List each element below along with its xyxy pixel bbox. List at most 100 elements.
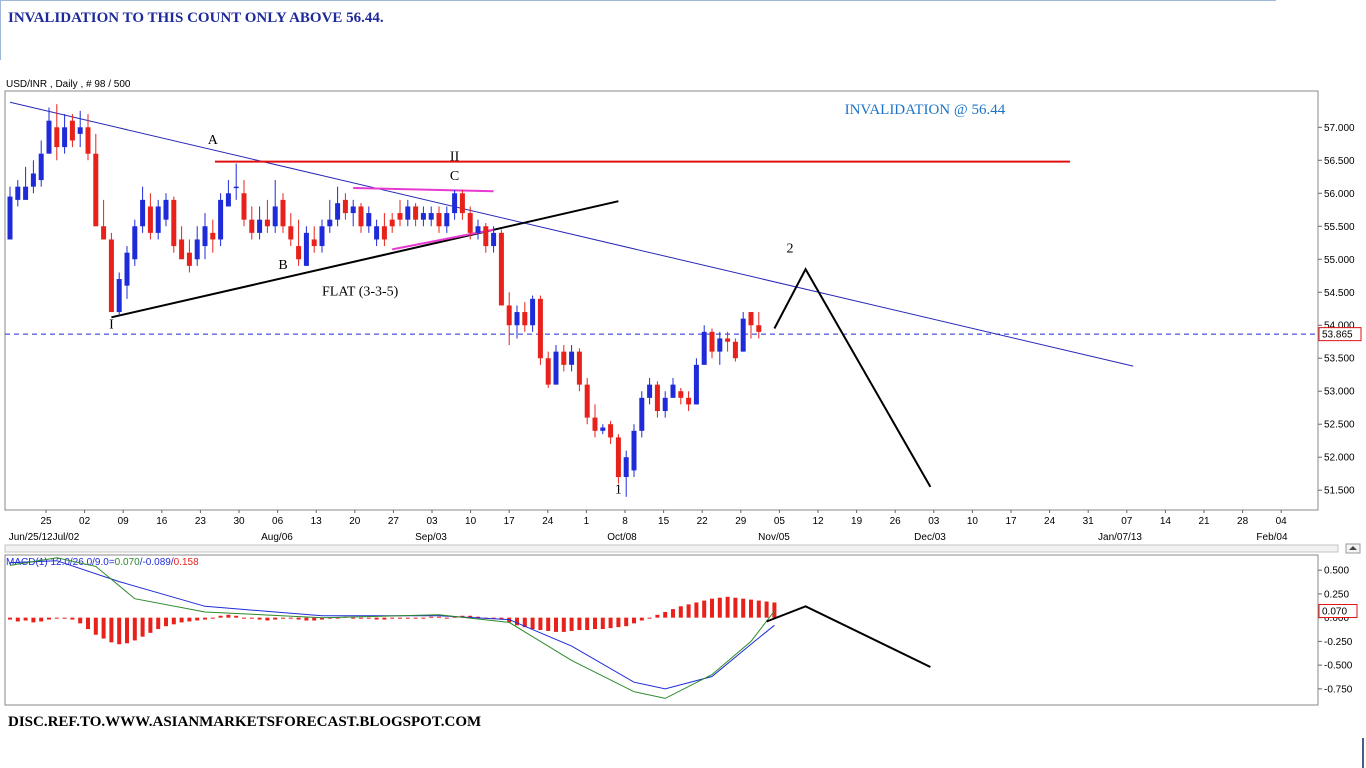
price-bar-body [280,199,286,227]
price-bar [623,450,629,497]
price-bar [569,345,575,372]
price-bar-body [732,341,738,359]
macd-histogram-bar [639,617,644,621]
price-bar-body [350,206,356,214]
price-bar-body [748,312,754,326]
macd-histogram-bar [234,615,239,618]
macd-histogram-bar [179,617,184,623]
wave-label-ii: II [450,149,460,164]
macd-histogram-bar [156,617,161,630]
panel-splitter-bar[interactable] [4,544,1339,553]
flat-pattern-label: FLAT (3-3-5) [322,285,399,300]
price-bar [592,404,598,438]
price-bar-body [116,279,122,313]
panel-splitter[interactable] [4,543,1361,554]
macd-histogram-bar [452,616,457,618]
macd-histogram-bar [671,609,675,618]
time-tick-label: 15 [658,516,670,527]
macd-tick-label: -0.500 [1324,661,1353,672]
price-bar [639,391,645,438]
macd-axis: 0.500 0.250 0.000 -0.250 -0.500 -0.750 [1318,566,1353,695]
price-bar-body [584,384,590,418]
macd-histogram-bar [694,602,699,618]
macd-histogram-bar [164,617,168,627]
left-border-rule [0,0,1,60]
flat-support-line [111,200,619,319]
macd-histogram-bar [366,617,371,619]
wave-label-c: C [450,169,459,184]
price-bar-body [693,364,699,405]
price-bar-body [428,213,434,220]
price-bar [116,272,122,316]
price-bar-body [631,430,637,471]
price-tick-label: 52.500 [1324,420,1355,431]
price-bar-body [62,127,68,148]
descending-trendline [9,101,1134,367]
macd-histogram-bar [444,617,449,619]
price-bar-body [155,206,161,233]
price-bar [709,328,715,359]
price-bar-body [264,219,270,227]
macd-label-name: MACD(1) 12.0/26.0/9.0= [6,557,115,568]
price-bar [296,219,302,266]
price-bar [420,206,426,227]
macd-histogram-bar [725,596,730,618]
price-bar-body [576,351,582,385]
price-bar-body [452,193,458,214]
price-bar [179,226,185,260]
price-bar-body [647,384,653,398]
price-bar-body [296,246,302,260]
macd-histogram-bar [132,617,137,641]
price-bar-body [15,186,21,200]
price-bar-body [179,239,185,260]
price-bar [124,246,130,299]
price-bar-body [506,305,512,326]
price-bar-body [311,239,317,247]
price-bar-body [366,213,372,227]
time-tick-label: 30 [233,516,245,527]
macd-histogram-bar [546,617,551,631]
time-tick-label: 07 [1121,516,1133,527]
macd-histogram-bar [242,617,246,619]
macd-histogram-bar [226,614,231,618]
price-bar-body [475,226,481,233]
macd-histogram-bar [678,606,683,618]
price-tick-label: 51.500 [1324,486,1355,497]
price-bar-body [249,219,255,233]
price-bar [459,189,465,220]
macd-histogram-bar [288,617,293,619]
macd-histogram-bar [210,617,215,619]
time-tick-label: 29 [735,516,747,527]
price-bar-body [30,173,36,187]
price-tick-label: 53.000 [1324,387,1355,398]
price-bar [701,325,707,365]
price-bar-body [600,427,606,431]
macd-histogram-bar [195,617,200,621]
macd-histogram-bar [218,615,223,618]
price-bar-body [405,206,411,220]
macd-histogram-bar [749,599,753,618]
macd-histogram-bar [554,617,558,632]
price-bar [475,219,481,240]
window-edge-rule [1362,738,1364,768]
price-bar [717,331,723,365]
price-bar-body [132,226,138,260]
invalidation-label: INVALIDATION @ 56.44 [845,102,1006,118]
wave-label-i: I [109,318,114,333]
wave-label-b: B [278,258,287,273]
price-bar-body [54,127,60,148]
price-bar-body [756,325,762,332]
price-bar-body [522,312,528,326]
macd-histogram-bar [374,617,379,620]
macd-histogram-bar [39,617,44,622]
price-bar [413,203,419,227]
price-bar-body [335,203,341,220]
price-bar [725,331,731,352]
macd-histogram-bar [23,617,28,621]
time-tick-label: 23 [195,516,207,527]
macd-histogram-bar [608,617,613,629]
macd-line [9,557,775,699]
price-bar-body [358,206,364,227]
time-tick-label: 31 [1083,516,1095,527]
